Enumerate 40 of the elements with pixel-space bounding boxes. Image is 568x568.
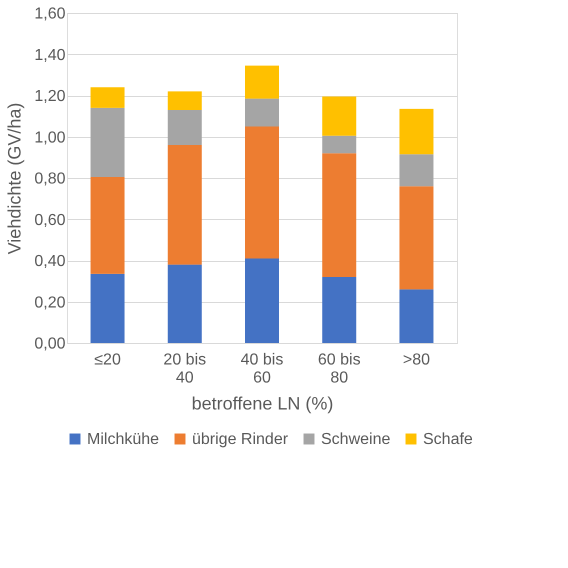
bar [90, 274, 125, 343]
y-tick-label: 0,80 [34, 170, 66, 188]
bar [322, 96, 356, 136]
y-tick-label: 0,40 [34, 253, 66, 270]
bar [168, 145, 202, 265]
y-tick-label: 0,60 [34, 212, 66, 229]
bar [322, 136, 356, 154]
bar [322, 153, 356, 277]
bar [399, 108, 434, 154]
x-tick-label: 60 bis 80 [318, 352, 361, 386]
x-tick-label: >80 [402, 352, 430, 368]
legend-label: Schweine [321, 431, 390, 448]
bar [399, 154, 434, 186]
bar [322, 277, 356, 343]
bar [245, 258, 279, 343]
x-tick-label: 20 bis 40 [163, 352, 206, 386]
y-tick-label: 1,40 [34, 46, 66, 64]
bar [168, 264, 202, 343]
bar [245, 98, 279, 126]
y-tick-label: 1,00 [34, 129, 66, 146]
x-tick-label: ≤20 [94, 352, 121, 368]
x-tick-label: 40 bis 60 [240, 352, 284, 386]
bar [90, 176, 125, 274]
legend-label: übrige Rinder [192, 431, 289, 448]
x-axis-title: betroffene LN (%) [192, 394, 334, 414]
y-tick-label: 0,00 [34, 336, 66, 352]
bar [399, 289, 434, 343]
bar [90, 87, 125, 108]
bar [90, 108, 125, 177]
legend-label: Milchkühe [87, 431, 160, 448]
bar [168, 110, 202, 145]
legend-label: Schafe [423, 431, 473, 448]
y-tick-label: 1,60 [34, 6, 66, 22]
bar [168, 91, 202, 110]
y-axis-title: Viehdichte (GV/ha) [4, 102, 24, 254]
y-tick-label: 0,20 [34, 294, 66, 312]
bar [245, 66, 279, 99]
y-tick-label: 1,20 [34, 88, 66, 105]
bar [399, 186, 434, 290]
bar [245, 126, 279, 258]
